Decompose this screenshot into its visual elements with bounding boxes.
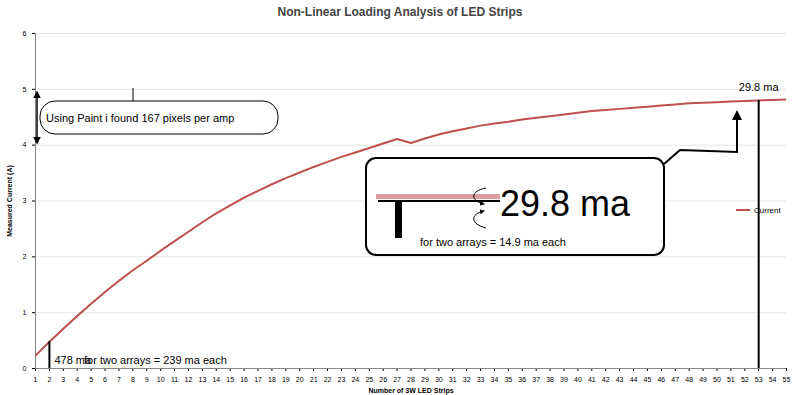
svg-text:12: 12 bbox=[185, 376, 193, 383]
svg-text:21: 21 bbox=[310, 376, 318, 383]
svg-text:27: 27 bbox=[393, 376, 401, 383]
svg-text:41: 41 bbox=[588, 376, 596, 383]
svg-text:15: 15 bbox=[226, 376, 234, 383]
svg-text:29.8 ma: 29.8 ma bbox=[739, 81, 780, 93]
svg-text:3: 3 bbox=[23, 197, 27, 204]
svg-text:53: 53 bbox=[755, 376, 763, 383]
html-text:Non-Linear Loading Analysis of: Non-Linear Loading Analysis of LED Strip… bbox=[277, 5, 523, 19]
svg-text:0: 0 bbox=[23, 365, 27, 372]
svg-text:39: 39 bbox=[560, 376, 568, 383]
svg-text:11: 11 bbox=[171, 376, 178, 383]
svg-text:29: 29 bbox=[421, 376, 429, 383]
svg-text:1: 1 bbox=[23, 309, 27, 316]
svg-text:46: 46 bbox=[657, 376, 665, 383]
svg-text:16: 16 bbox=[240, 376, 248, 383]
svg-text:for two arrays = 14.9 ma each: for two arrays = 14.9 ma each bbox=[420, 236, 566, 248]
svg-text:4: 4 bbox=[75, 376, 79, 383]
svg-text:24: 24 bbox=[351, 376, 359, 383]
svg-text:28: 28 bbox=[407, 376, 415, 383]
svg-text:29.8 ma: 29.8 ma bbox=[500, 183, 631, 224]
svg-text:10: 10 bbox=[157, 376, 165, 383]
svg-text:6: 6 bbox=[103, 376, 107, 383]
svg-text:42: 42 bbox=[602, 376, 610, 383]
svg-text:35: 35 bbox=[504, 376, 512, 383]
svg-text:52: 52 bbox=[741, 376, 749, 383]
svg-text:44: 44 bbox=[630, 376, 638, 383]
svg-text:2: 2 bbox=[23, 253, 27, 260]
svg-text:Using Paint i found 167 pixel: Using Paint i found 167 pixels per amp bbox=[46, 112, 234, 124]
svg-text:47: 47 bbox=[671, 376, 679, 383]
svg-text:25: 25 bbox=[365, 376, 373, 383]
svg-text:4: 4 bbox=[23, 141, 27, 148]
svg-text:5: 5 bbox=[23, 86, 27, 93]
svg-text:478 ma: 478 ma bbox=[54, 354, 92, 366]
svg-text:31: 31 bbox=[449, 376, 457, 383]
svg-text:7: 7 bbox=[117, 376, 121, 383]
svg-text:9: 9 bbox=[145, 376, 149, 383]
svg-text:54: 54 bbox=[769, 376, 777, 383]
svg-text:18: 18 bbox=[268, 376, 276, 383]
svg-text:45: 45 bbox=[644, 376, 652, 383]
svg-text:20: 20 bbox=[296, 376, 304, 383]
svg-text:32: 32 bbox=[463, 376, 471, 383]
svg-text:Current: Current bbox=[754, 206, 781, 215]
svg-text:40: 40 bbox=[574, 376, 582, 383]
svg-text:17: 17 bbox=[254, 376, 262, 383]
svg-text:30: 30 bbox=[435, 376, 443, 383]
svg-text:26: 26 bbox=[379, 376, 387, 383]
svg-text:5: 5 bbox=[89, 376, 93, 383]
svg-text:1: 1 bbox=[34, 376, 38, 383]
svg-text:19: 19 bbox=[282, 376, 290, 383]
svg-text:6: 6 bbox=[23, 30, 27, 37]
svg-text:2: 2 bbox=[47, 376, 51, 383]
svg-text:55: 55 bbox=[783, 376, 791, 383]
svg-text:34: 34 bbox=[491, 376, 499, 383]
svg-text:37: 37 bbox=[532, 376, 540, 383]
svg-text:13: 13 bbox=[198, 376, 206, 383]
svg-text:22: 22 bbox=[324, 376, 332, 383]
svg-text:14: 14 bbox=[212, 376, 220, 383]
svg-text:38: 38 bbox=[546, 376, 554, 383]
svg-text:43: 43 bbox=[616, 376, 624, 383]
svg-text:33: 33 bbox=[477, 376, 485, 383]
svg-text:36: 36 bbox=[518, 376, 526, 383]
svg-text:Number of 3W LED Strips: Number of 3W LED Strips bbox=[368, 387, 453, 395]
svg-text:3: 3 bbox=[61, 376, 65, 383]
svg-text:50: 50 bbox=[713, 376, 721, 383]
svg-text:23: 23 bbox=[338, 376, 346, 383]
svg-text:Measured Current (A): Measured Current (A) bbox=[6, 165, 14, 237]
svg-text:49: 49 bbox=[699, 376, 707, 383]
svg-text:48: 48 bbox=[685, 376, 693, 383]
svg-text:51: 51 bbox=[727, 376, 735, 383]
svg-text:8: 8 bbox=[131, 376, 135, 383]
svg-text:for two arrays = 239 ma each: for two arrays = 239 ma each bbox=[84, 354, 227, 366]
